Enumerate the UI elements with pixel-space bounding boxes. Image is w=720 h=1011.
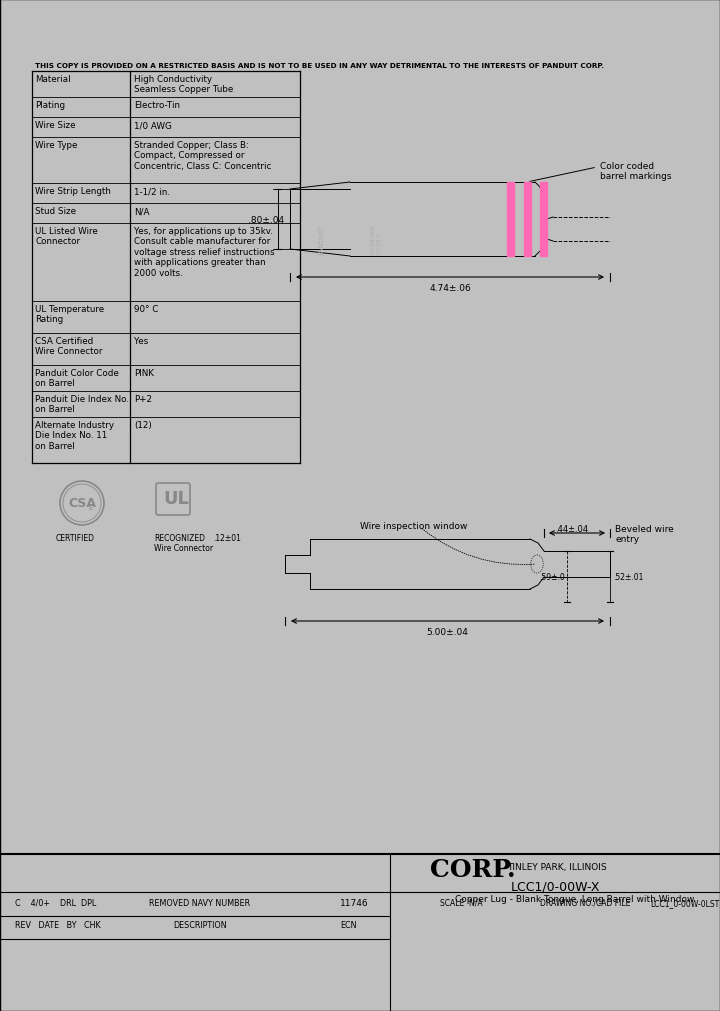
- Text: 90° C: 90° C: [134, 304, 158, 313]
- Bar: [507, 183, 514, 257]
- Text: 1-1/2 in.: 1-1/2 in.: [134, 187, 170, 196]
- Text: Beveled wire
entry: Beveled wire entry: [615, 525, 674, 544]
- Text: PANDUIT: PANDUIT: [508, 227, 513, 255]
- Text: .59±.0: .59±.0: [539, 572, 565, 581]
- Text: .52±.01: .52±.01: [613, 572, 644, 581]
- Text: Stranded Copper; Class B:
Compact, Compressed or
Concentric, Class C: Concentric: Stranded Copper; Class B: Compact, Compr…: [134, 141, 271, 171]
- Text: Panduit Color Code
on Barrel: Panduit Color Code on Barrel: [35, 369, 119, 388]
- Text: DRAWING NO./CAD FILE: DRAWING NO./CAD FILE: [540, 898, 631, 907]
- Text: ECN: ECN: [340, 920, 356, 929]
- Bar: [540, 183, 547, 257]
- Text: P+2: P+2: [134, 394, 152, 403]
- Text: CORP.: CORP.: [430, 857, 516, 882]
- Text: DESCRIPTION: DESCRIPTION: [174, 920, 227, 929]
- Text: LCC1/0-00WX: LCC1/0-00WX: [541, 221, 546, 255]
- Text: Electro-Tin: Electro-Tin: [134, 101, 180, 110]
- Text: High Conductivity
Seamless Copper Tube: High Conductivity Seamless Copper Tube: [134, 75, 233, 94]
- Text: Wire Size: Wire Size: [35, 121, 76, 129]
- Text: 11746: 11746: [340, 898, 369, 907]
- Bar: [524, 183, 531, 257]
- Text: E: E: [88, 504, 92, 511]
- Text: Stud Size: Stud Size: [35, 207, 76, 215]
- Text: CERTIFIED: CERTIFIED: [56, 534, 95, 543]
- Text: REV   DATE   BY   CHK: REV DATE BY CHK: [15, 920, 101, 929]
- Text: .80±.04: .80±.04: [248, 215, 284, 224]
- Text: Wire inspection window: Wire inspection window: [360, 522, 467, 531]
- Text: UL: UL: [163, 489, 189, 508]
- Text: 5.00±.04: 5.00±.04: [426, 628, 469, 636]
- Text: .44±.04: .44±.04: [555, 525, 588, 534]
- Text: LCC1/0-00W
LCC1/0-0: LCC1/0-00W LCC1/0-0: [370, 224, 381, 255]
- Text: Alternate Industry
Die Index No. 11
on Barrel: Alternate Industry Die Index No. 11 on B…: [35, 421, 114, 450]
- Text: Yes, for applications up to 35kv.
Consult cable manufacturer for
voltage stress : Yes, for applications up to 35kv. Consul…: [134, 226, 274, 277]
- Text: UL Listed Wire
Connector: UL Listed Wire Connector: [35, 226, 98, 246]
- Text: Wire Strip Length: Wire Strip Length: [35, 187, 111, 196]
- Text: Material: Material: [35, 75, 71, 84]
- Text: TINLEY PARK, ILLINOIS: TINLEY PARK, ILLINOIS: [507, 862, 607, 871]
- Text: THIS COPY IS PROVIDED ON A RESTRICTED BASIS AND IS NOT TO BE USED IN ANY WAY DET: THIS COPY IS PROVIDED ON A RESTRICTED BA…: [35, 63, 604, 69]
- Text: Yes: Yes: [134, 337, 148, 346]
- Text: .12±01: .12±01: [213, 534, 241, 543]
- Text: UL Temperature
Rating: UL Temperature Rating: [35, 304, 104, 325]
- Text: LCC1_0-00W-0LST: LCC1_0-00W-0LST: [650, 898, 719, 907]
- Text: C    4/0+    DRL  DPL: C 4/0+ DRL DPL: [15, 898, 96, 907]
- Text: LCC1/0-00W-X: LCC1/0-00W-X: [510, 881, 600, 893]
- Text: 4.74±.06: 4.74±.06: [429, 284, 471, 293]
- Text: CSA Certified
Wire Connector: CSA Certified Wire Connector: [35, 337, 102, 356]
- Text: CSA: CSA: [68, 496, 96, 510]
- Text: Plating: Plating: [35, 101, 65, 110]
- Text: PINK: PINK: [134, 369, 154, 378]
- Text: SCALE  N/A: SCALE N/A: [440, 898, 482, 907]
- Text: PANDUIT: PANDUIT: [318, 224, 324, 255]
- Text: (12): (12): [134, 421, 152, 430]
- Text: 1/0 AWG: 1/0 AWG: [134, 121, 172, 129]
- Text: Wire Type: Wire Type: [35, 141, 77, 150]
- Text: RECOGNIZED
Wire Connector: RECOGNIZED Wire Connector: [154, 534, 213, 553]
- Text: REMOVED NAVY NUMBER: REMOVED NAVY NUMBER: [150, 898, 251, 907]
- Text: Color coded
barrel markings: Color coded barrel markings: [600, 162, 672, 181]
- Text: Panduit Die Index No.
on Barrel: Panduit Die Index No. on Barrel: [35, 394, 129, 413]
- Text: Copper Lug - Blank Tongue, Long Barrel with Window: Copper Lug - Blank Tongue, Long Barrel w…: [455, 894, 694, 903]
- Text: N/A: N/A: [134, 207, 150, 215]
